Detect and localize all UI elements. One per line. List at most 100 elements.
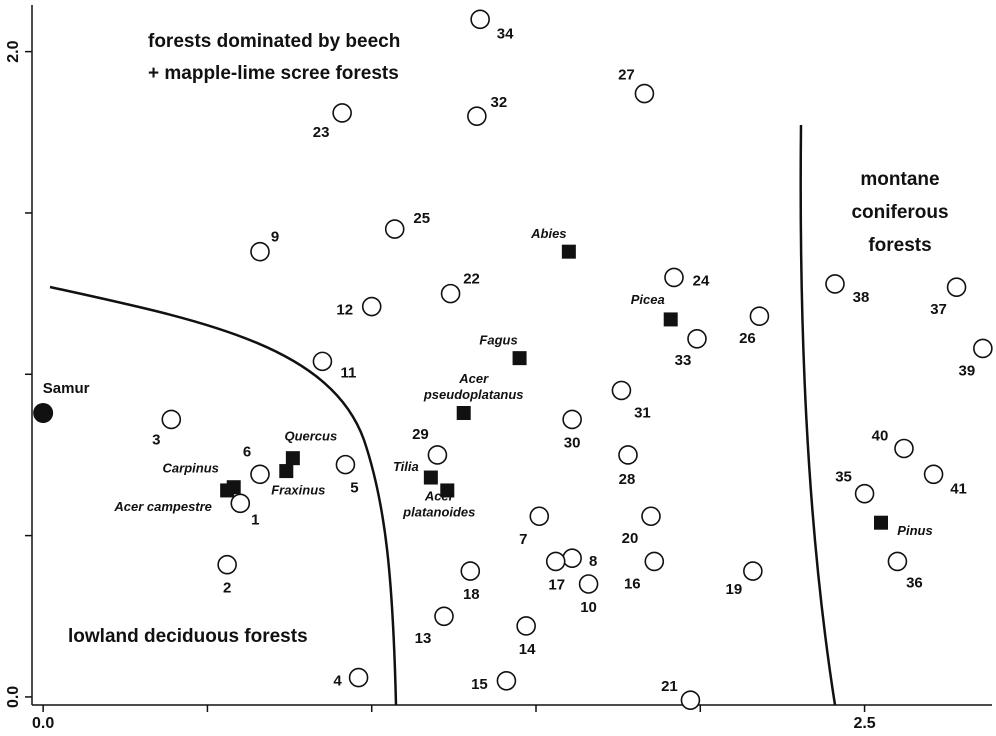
site-label: 30 [564,434,581,451]
species-point [440,483,455,498]
reference-point [33,402,54,423]
site-label: 40 [872,427,889,444]
site-point [664,267,684,288]
site-point [743,561,763,581]
site-label: 36 [906,574,923,591]
region-label: coniferous [851,202,948,223]
site-point [644,551,665,572]
site-point [217,554,237,575]
species-point [423,470,438,485]
site-label: 25 [413,210,430,227]
site-label: 19 [726,581,743,598]
site-point [749,306,770,327]
species-point [279,464,294,479]
species-label: Acer platanoides [402,489,475,520]
site-label: 33 [675,352,692,369]
region-label: montane [860,169,939,190]
site-point [427,445,448,465]
site-point [384,219,405,239]
species-label: Fagus [479,333,517,348]
species-point [512,351,527,366]
site-point [496,671,517,691]
site-label: 10 [580,599,597,616]
species-label: Tilia [393,459,419,474]
site-point [361,296,382,317]
species-label: Acer campestre [113,499,212,514]
species-point [874,515,888,530]
site-label: 22 [463,271,480,288]
site-point [250,241,270,262]
site-label: 4 [333,673,342,690]
site-label: 8 [589,553,597,570]
site-point [440,283,461,304]
site-label: 37 [930,301,947,318]
site-label: 39 [959,362,976,379]
site-label: 31 [634,404,651,421]
species-label: Carpinus [163,461,219,476]
site-label: 29 [412,426,429,443]
site-point [641,506,661,527]
site-point [923,464,944,485]
y-tick-label: 0.0 [5,686,22,708]
site-label: 3 [152,431,160,448]
site-label: 9 [271,229,279,246]
species-label: Abies [530,226,566,241]
site-label: 24 [693,272,710,289]
site-point [348,667,369,688]
site-label: 38 [853,289,870,306]
site-point [618,445,638,465]
site-point [825,274,845,294]
site-label: 14 [519,641,536,658]
site-point [854,483,875,504]
species-label: Pinus [897,523,932,538]
region-label: forests dominated by beech [148,31,400,52]
site-point [529,506,550,527]
site-label: 20 [622,530,639,547]
boundary-line [49,285,398,706]
y-tick-label: 2.0 [5,40,22,62]
site-point [545,551,566,572]
site-label: 11 [340,364,356,381]
site-label: 18 [463,586,480,603]
site-label: 2 [223,580,231,597]
site-point [578,574,599,594]
boundary-line [799,124,837,706]
site-label: 21 [661,678,678,695]
site-point [467,106,487,126]
region-label: + mapple-lime scree forests [148,63,399,84]
site-point [460,561,481,581]
species-point [220,483,235,498]
site-point [946,277,967,297]
site-point [312,351,333,372]
site-point [470,9,490,30]
site-label: 41 [950,480,967,497]
site-point [562,548,582,568]
site-label: 35 [835,469,852,486]
site-point [332,103,352,123]
species-label: Quercus [284,429,337,444]
site-label: 13 [415,630,432,647]
x-tick-label: 0.0 [32,715,54,732]
site-label: 1 [251,511,259,528]
site-point [973,338,993,359]
reference-label: Samur [43,380,90,397]
species-point [456,405,471,420]
region-label: lowland deciduous forests [68,626,308,647]
site-point [335,454,356,475]
site-label: 27 [618,67,635,84]
site-label: 34 [497,25,514,42]
site-point [516,616,536,636]
site-label: 5 [350,480,358,497]
site-point [687,328,707,349]
species-label: Acer pseudoplatanus [423,371,524,402]
site-point [562,409,582,430]
species-label: Picea [631,292,665,307]
site-label: 16 [624,575,641,592]
species-point [663,312,678,327]
site-label: 26 [739,330,756,347]
site-label: 12 [336,301,353,318]
site-label: 28 [619,471,636,488]
site-point [161,409,182,430]
site-label: 15 [471,676,488,693]
